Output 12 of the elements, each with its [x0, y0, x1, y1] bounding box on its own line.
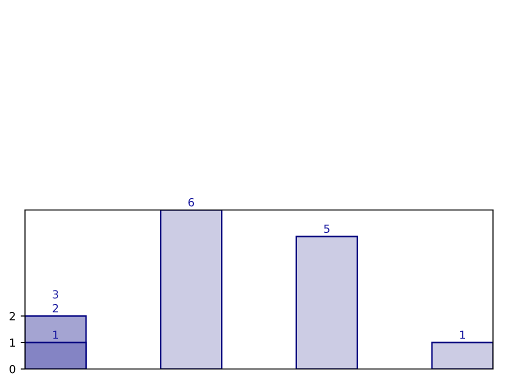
data-label: 1 — [460, 330, 465, 339]
annotation: 3 — [52, 290, 58, 299]
data-label: 5 — [324, 224, 330, 233]
bar — [160, 210, 222, 369]
bar — [296, 236, 358, 369]
y-tick-label: 2 — [10, 312, 15, 320]
data-label: 6 — [188, 198, 194, 206]
y-tick-label: 0 — [10, 364, 16, 374]
data-label: 2 — [52, 304, 58, 312]
bar — [431, 342, 493, 369]
data-label: 1 — [53, 330, 58, 339]
y-tick-label: 1 — [10, 338, 15, 347]
